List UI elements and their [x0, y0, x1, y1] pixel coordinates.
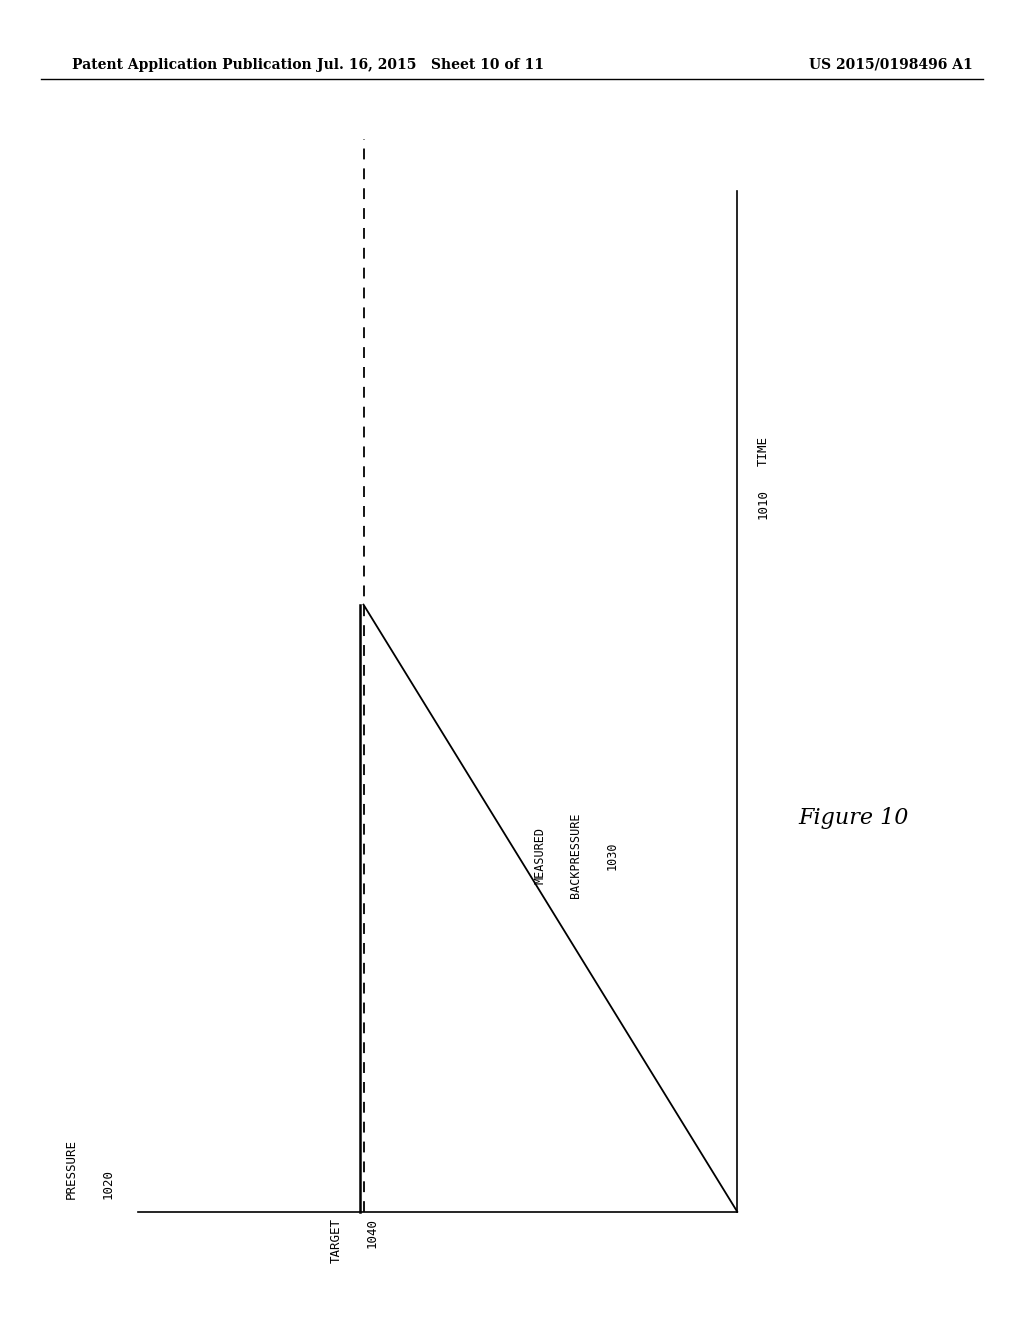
- Text: BACKPRESSURE: BACKPRESSURE: [569, 813, 583, 898]
- Text: US 2015/0198496 A1: US 2015/0198496 A1: [809, 58, 973, 71]
- Text: Jul. 16, 2015   Sheet 10 of 11: Jul. 16, 2015 Sheet 10 of 11: [316, 58, 544, 71]
- Text: Figure 10: Figure 10: [799, 808, 909, 829]
- Text: 1020: 1020: [101, 1168, 114, 1199]
- Text: 1010: 1010: [757, 488, 769, 519]
- Text: 1040: 1040: [366, 1218, 378, 1249]
- Text: 1030: 1030: [605, 841, 618, 870]
- Text: TIME: TIME: [757, 436, 769, 466]
- Text: MEASURED: MEASURED: [534, 826, 547, 884]
- Text: TARGET: TARGET: [330, 1218, 342, 1263]
- Text: PRESSURE: PRESSURE: [66, 1139, 78, 1199]
- Text: Patent Application Publication: Patent Application Publication: [72, 58, 311, 71]
